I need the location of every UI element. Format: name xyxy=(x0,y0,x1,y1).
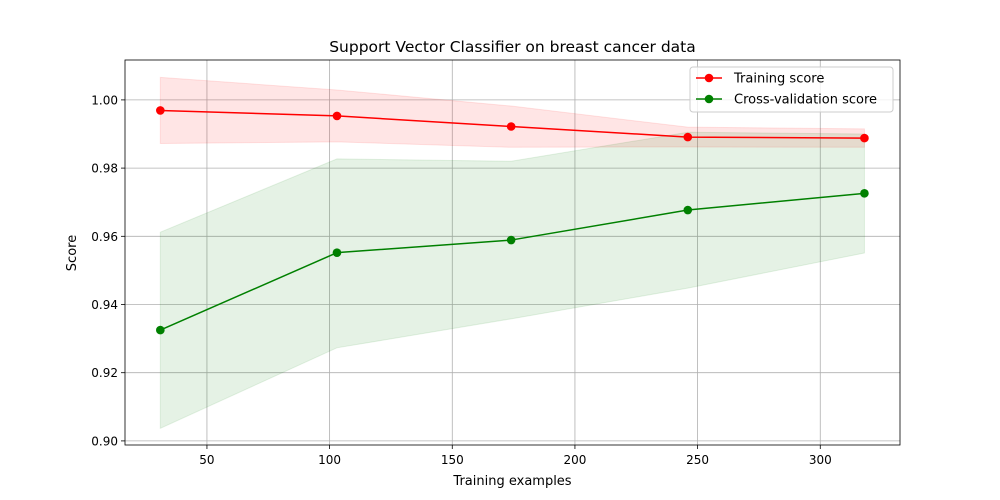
training-score-point xyxy=(332,111,342,121)
training-score-point xyxy=(506,122,516,131)
x-axis-ticks: 50 100 150 200 250 300 xyxy=(199,445,832,467)
x-tick-label: 250 xyxy=(686,453,709,467)
training-score-band xyxy=(159,76,865,148)
legend-label-cross-validation: Cross-validation score xyxy=(734,93,877,108)
cross-validation-score-point xyxy=(156,325,165,335)
y-tick-label: 0.98 xyxy=(91,162,118,176)
plot-frame xyxy=(124,59,901,446)
y-tick-label: 0.96 xyxy=(91,230,118,244)
chart-title: Support Vector Classifier on breast canc… xyxy=(329,38,696,56)
y-axis-ticks: 0.90 0.92 0.94 0.96 0.98 1.00 xyxy=(91,93,125,448)
x-tick-label: 150 xyxy=(441,453,464,467)
legend-marker-cross-validation xyxy=(704,94,714,104)
cross-validation-score-point xyxy=(506,235,516,245)
grid-lines xyxy=(125,60,900,445)
y-tick-label: 0.92 xyxy=(91,366,118,380)
cross-validation-score-point xyxy=(860,189,869,198)
x-tick-label: 200 xyxy=(563,453,586,467)
y-tick-label: 0.90 xyxy=(91,434,118,448)
legend: Training score Cross-validation score xyxy=(689,66,894,113)
cross-validation-score-point xyxy=(683,205,693,215)
score-points xyxy=(156,106,869,335)
x-axis-label: Training examples xyxy=(452,474,571,489)
y-tick-label: 0.94 xyxy=(91,298,118,312)
x-tick-label: 300 xyxy=(809,453,832,467)
legend-marker-training xyxy=(704,73,714,83)
training-score-point xyxy=(156,106,165,115)
y-axis-label: Score xyxy=(65,235,80,271)
training-score-point xyxy=(860,133,869,143)
training-score-point xyxy=(683,132,693,142)
legend-box xyxy=(689,66,894,113)
x-tick-label: 50 xyxy=(199,453,214,467)
y-tick-label: 1.00 xyxy=(91,93,118,107)
cross-validation-score-point xyxy=(332,248,342,257)
x-tick-label: 100 xyxy=(318,453,341,467)
legend-label-training: Training score xyxy=(733,72,824,87)
cross-validation-score-band xyxy=(159,131,865,430)
